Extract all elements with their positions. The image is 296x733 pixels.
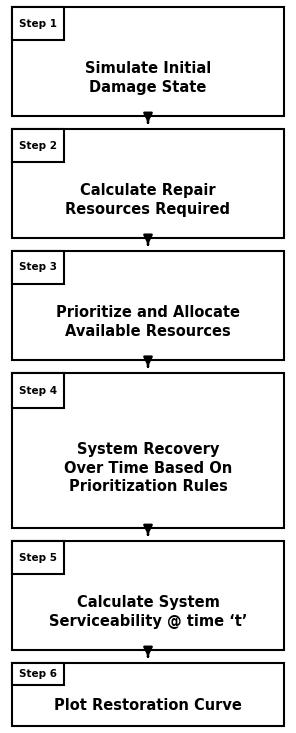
Bar	[12, 129, 284, 238]
Bar	[12, 541, 284, 650]
Text: Step 1: Step 1	[19, 18, 57, 29]
Text: Prioritize and Allocate
Available Resources: Prioritize and Allocate Available Resour…	[56, 305, 240, 339]
Text: Plot Restoration Curve: Plot Restoration Curve	[54, 698, 242, 713]
Text: Step 5: Step 5	[19, 553, 57, 563]
Bar	[12, 541, 64, 574]
Text: Simulate Initial
Damage State: Simulate Initial Damage State	[85, 61, 211, 95]
Text: Calculate System
Serviceability @ time ‘t’: Calculate System Serviceability @ time ‘…	[49, 595, 247, 629]
Text: System Recovery
Over Time Based On
Prioritization Rules: System Recovery Over Time Based On Prior…	[64, 442, 232, 494]
Text: Step 6: Step 6	[19, 669, 57, 679]
Bar	[12, 373, 64, 408]
Text: Step 4: Step 4	[19, 386, 57, 396]
Bar	[12, 129, 64, 162]
Bar	[12, 663, 284, 726]
Bar	[12, 251, 64, 284]
Bar	[12, 7, 64, 40]
Text: Step 3: Step 3	[19, 262, 57, 273]
Text: Step 2: Step 2	[19, 141, 57, 150]
Bar	[12, 251, 284, 360]
Bar	[12, 373, 284, 528]
Text: Calculate Repair
Resources Required: Calculate Repair Resources Required	[65, 183, 231, 217]
Bar	[12, 663, 64, 685]
Bar	[12, 7, 284, 116]
